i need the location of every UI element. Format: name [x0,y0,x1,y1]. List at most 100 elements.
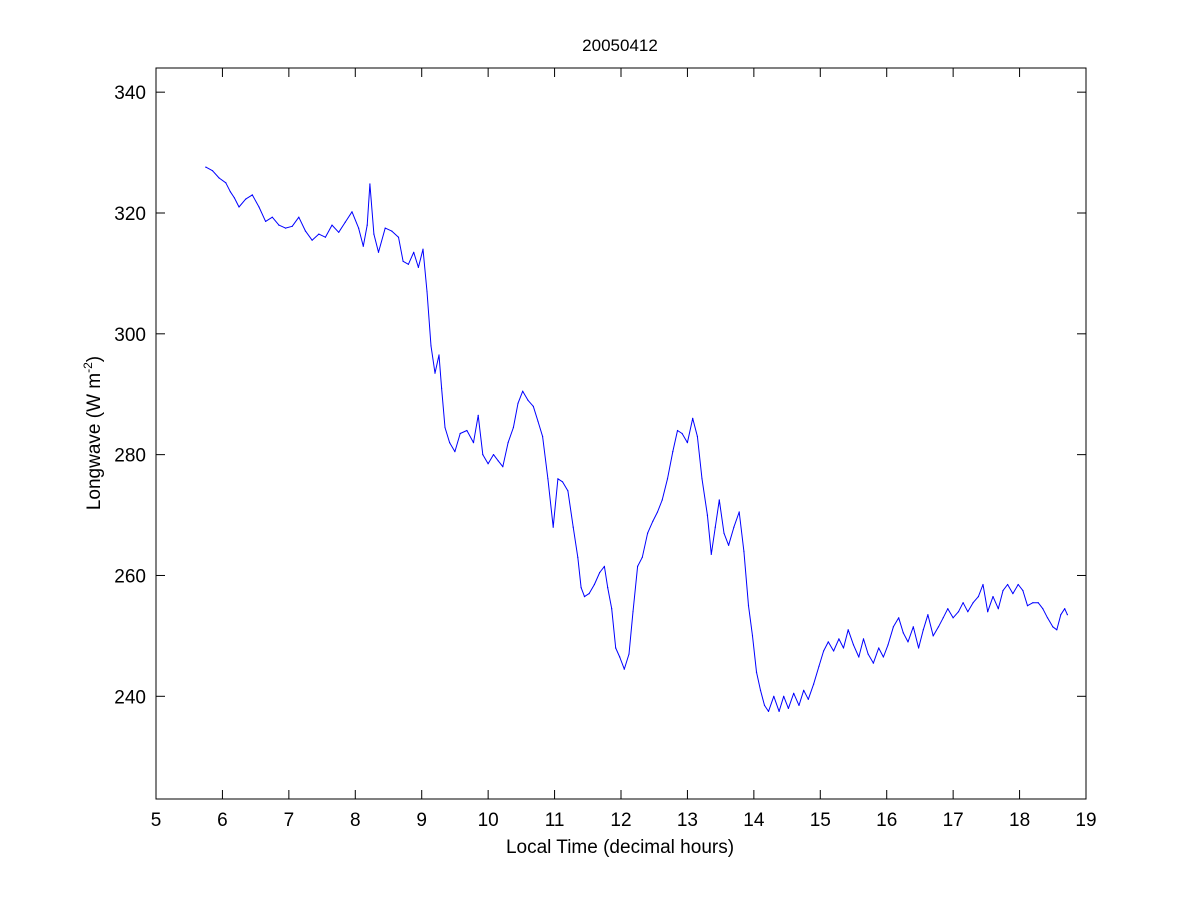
data-point [422,248,424,250]
data-point [278,224,280,226]
data-point [967,611,969,613]
data-point [1052,626,1054,628]
data-point [466,429,468,432]
data-point [358,227,360,229]
x-tick-label: 15 [810,810,831,831]
data-point [937,626,940,628]
data-point [344,221,346,223]
data-point [907,641,909,643]
data-point [912,626,914,628]
data-point [407,263,409,265]
x-tick-label: 9 [416,810,427,831]
data-point [838,638,840,640]
data-point [686,442,689,444]
data-point [898,617,900,619]
data-point [599,571,601,574]
data-point [862,638,865,640]
data-point [615,647,617,649]
data-point [527,399,529,401]
data-point [823,650,825,652]
data-point [507,442,509,444]
data-point [743,550,745,552]
data-point [681,432,683,435]
x-tick-label: 18 [1009,810,1030,831]
data-point [701,478,703,480]
data-point [593,583,596,586]
data-point [641,556,643,558]
data-point [251,194,253,196]
data-point [882,656,885,658]
data-point [728,544,730,546]
data-point [291,225,293,227]
data-point [304,230,307,232]
data-point [338,231,340,233]
data-points [205,166,1068,713]
data-point [714,526,716,528]
x-tick-label: 12 [610,810,631,831]
x-tick-label: 14 [743,810,765,831]
data-point [957,611,960,613]
data-point [1056,629,1058,631]
data-point [718,499,720,501]
data-point [798,704,800,707]
data-point [652,520,654,522]
y-axis-label-close: ) [84,356,105,362]
data-point [225,182,227,184]
data-point [441,387,443,389]
data-point [522,390,524,392]
x-tick-label: 6 [217,810,228,831]
data-point [918,647,920,649]
data-point [1002,590,1004,592]
data-point [992,596,994,598]
data-point [311,239,313,241]
y-tick-label: 320 [114,204,146,225]
data-point [449,442,451,444]
data-point [1066,614,1068,616]
y-tick-label: 260 [114,566,146,587]
data-point [1042,608,1044,610]
data-point [747,605,750,607]
data-point [497,460,499,462]
data-point [858,656,860,658]
data-point [426,290,428,293]
data-point [927,614,929,616]
data-point [755,671,758,673]
data-point [588,593,590,595]
data-point [542,435,544,438]
data-point [872,662,875,664]
data-point [833,650,835,652]
data-point [710,553,712,555]
data-point [552,526,554,528]
x-tick-label: 5 [151,810,162,831]
data-point [1064,608,1066,610]
data-point [298,216,300,218]
chart-title: 20050412 [582,36,658,55]
data-point [245,198,247,200]
x-axis-label: Local Time (decimal hours) [506,837,734,858]
y-tick-label: 240 [114,687,146,708]
data-point [502,466,504,468]
data-point [1046,617,1049,619]
data-point [672,451,674,453]
data-point [205,166,207,168]
y-axis-label: Longwave (W m-2) [81,356,105,510]
data-point [1032,602,1034,604]
data-point [813,683,815,685]
data-point [773,695,775,697]
data-point [373,233,375,235]
data-point [803,689,805,691]
data-point [434,372,436,374]
data-point [987,611,989,613]
data-point [656,511,659,513]
data-point [997,608,999,610]
data-point [211,170,214,172]
data-point [391,230,393,232]
data-point [537,420,539,422]
data-point [603,565,606,568]
data-point [318,233,320,235]
data-point [238,206,240,208]
data-point [482,454,484,456]
data-point [331,224,333,226]
